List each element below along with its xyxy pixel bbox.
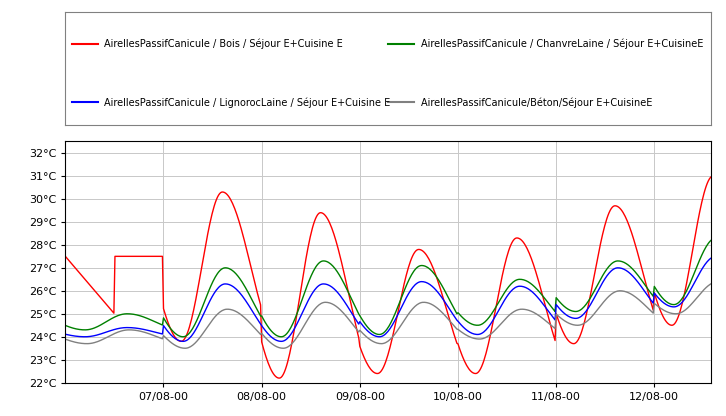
Text: AirellesPassifCanicule / ChanvreLaine / Séjour E+CuisineE: AirellesPassifCanicule / ChanvreLaine / … — [421, 39, 703, 49]
Text: AirellesPassifCanicule/Béton/Séjour E+CuisineE: AirellesPassifCanicule/Béton/Séjour E+Cu… — [421, 97, 652, 108]
Text: AirellesPassifCanicule / LignorocLaine / Séjour E+Cuisine E: AirellesPassifCanicule / LignorocLaine /… — [104, 97, 391, 108]
Text: AirellesPassifCanicule / Bois / Séjour E+Cuisine E: AirellesPassifCanicule / Bois / Séjour E… — [104, 39, 343, 49]
